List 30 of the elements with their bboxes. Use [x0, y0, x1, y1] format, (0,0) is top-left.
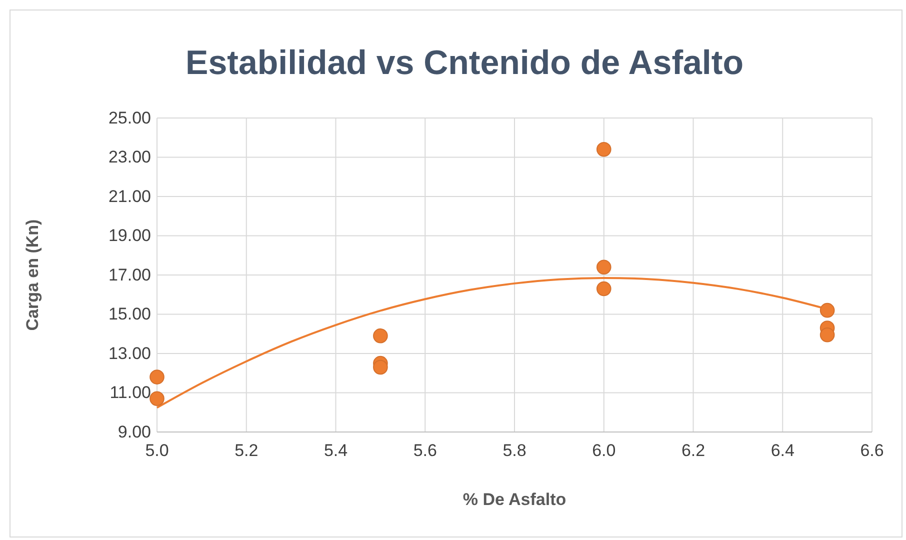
x-tick-label: 6.6 [860, 441, 884, 460]
y-tick-label: 21.00 [108, 186, 151, 206]
point [820, 327, 835, 342]
y-tick-label: 25.00 [108, 108, 151, 128]
y-tick-label: 13.00 [108, 344, 151, 363]
point [373, 328, 388, 344]
point [596, 260, 612, 275]
x-tick-label: 6.2 [681, 441, 706, 460]
point [150, 391, 164, 406]
y-axis-title: Carga en (Kn) [23, 219, 42, 331]
y-tick-label: 9.00 [118, 422, 151, 442]
y-tick-label: 23.00 [108, 148, 151, 167]
x-tick-label: 6.0 [592, 441, 616, 460]
x-tick-label: 5.6 [413, 441, 437, 460]
y-tick-label: 15.00 [108, 304, 151, 324]
x-tick-label: 5.4 [324, 441, 348, 460]
point [820, 302, 835, 318]
x-tick-label: 5.0 [145, 441, 169, 460]
y-tick-label: 17.00 [108, 265, 151, 284]
point [373, 360, 388, 375]
y-tick-label: 19.00 [108, 226, 151, 246]
x-tick-label: 6.4 [770, 441, 794, 460]
point [596, 281, 612, 296]
point [596, 142, 612, 157]
y-tick-label: 11.00 [110, 383, 151, 402]
point [150, 370, 164, 384]
x-tick-label: 5.2 [234, 441, 258, 460]
x-axis-title: % De Asfalto [462, 490, 566, 509]
x-tick-label: 5.8 [502, 441, 526, 460]
chart-title: Estabilidad vs Cntenido de Asfalto [186, 44, 744, 82]
